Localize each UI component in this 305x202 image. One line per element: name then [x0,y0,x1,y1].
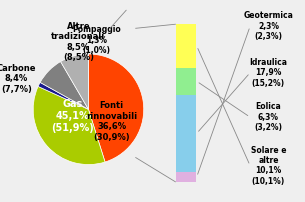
Wedge shape [61,54,88,109]
Wedge shape [40,62,88,109]
Wedge shape [33,86,105,165]
Text: Gas
45,1%
(51,9%): Gas 45,1% (51,9%) [52,99,94,133]
Wedge shape [88,54,144,162]
Text: Eolica
6,3%
(3,2%): Eolica 6,3% (3,2%) [254,102,282,132]
Bar [176,172,196,182]
Text: Altre
tradizionali
8,5%
(8,5%): Altre tradizionali 8,5% (8,5%) [51,22,106,62]
Text: Solare e
altre
10,1%
(10,1%): Solare e altre 10,1% (10,1%) [251,145,286,186]
Text: Idraulica
17,9%
(15,2%): Idraulica 17,9% (15,2%) [249,58,287,88]
Text: Carbone
8,4%
(7,7%): Carbone 8,4% (7,7%) [0,64,36,94]
Text: Geotermica
2,3%
(2,3%): Geotermica 2,3% (2,3%) [243,11,293,41]
Wedge shape [38,82,88,109]
Bar [176,95,196,172]
Bar [176,24,196,68]
Text: Fonti
rinnovabili
36,6%
(30,9%): Fonti rinnovabili 36,6% (30,9%) [86,101,137,142]
Text: Pompaggio
1,3%
(1,0%): Pompaggio 1,3% (1,0%) [72,25,121,55]
Bar [176,68,196,95]
